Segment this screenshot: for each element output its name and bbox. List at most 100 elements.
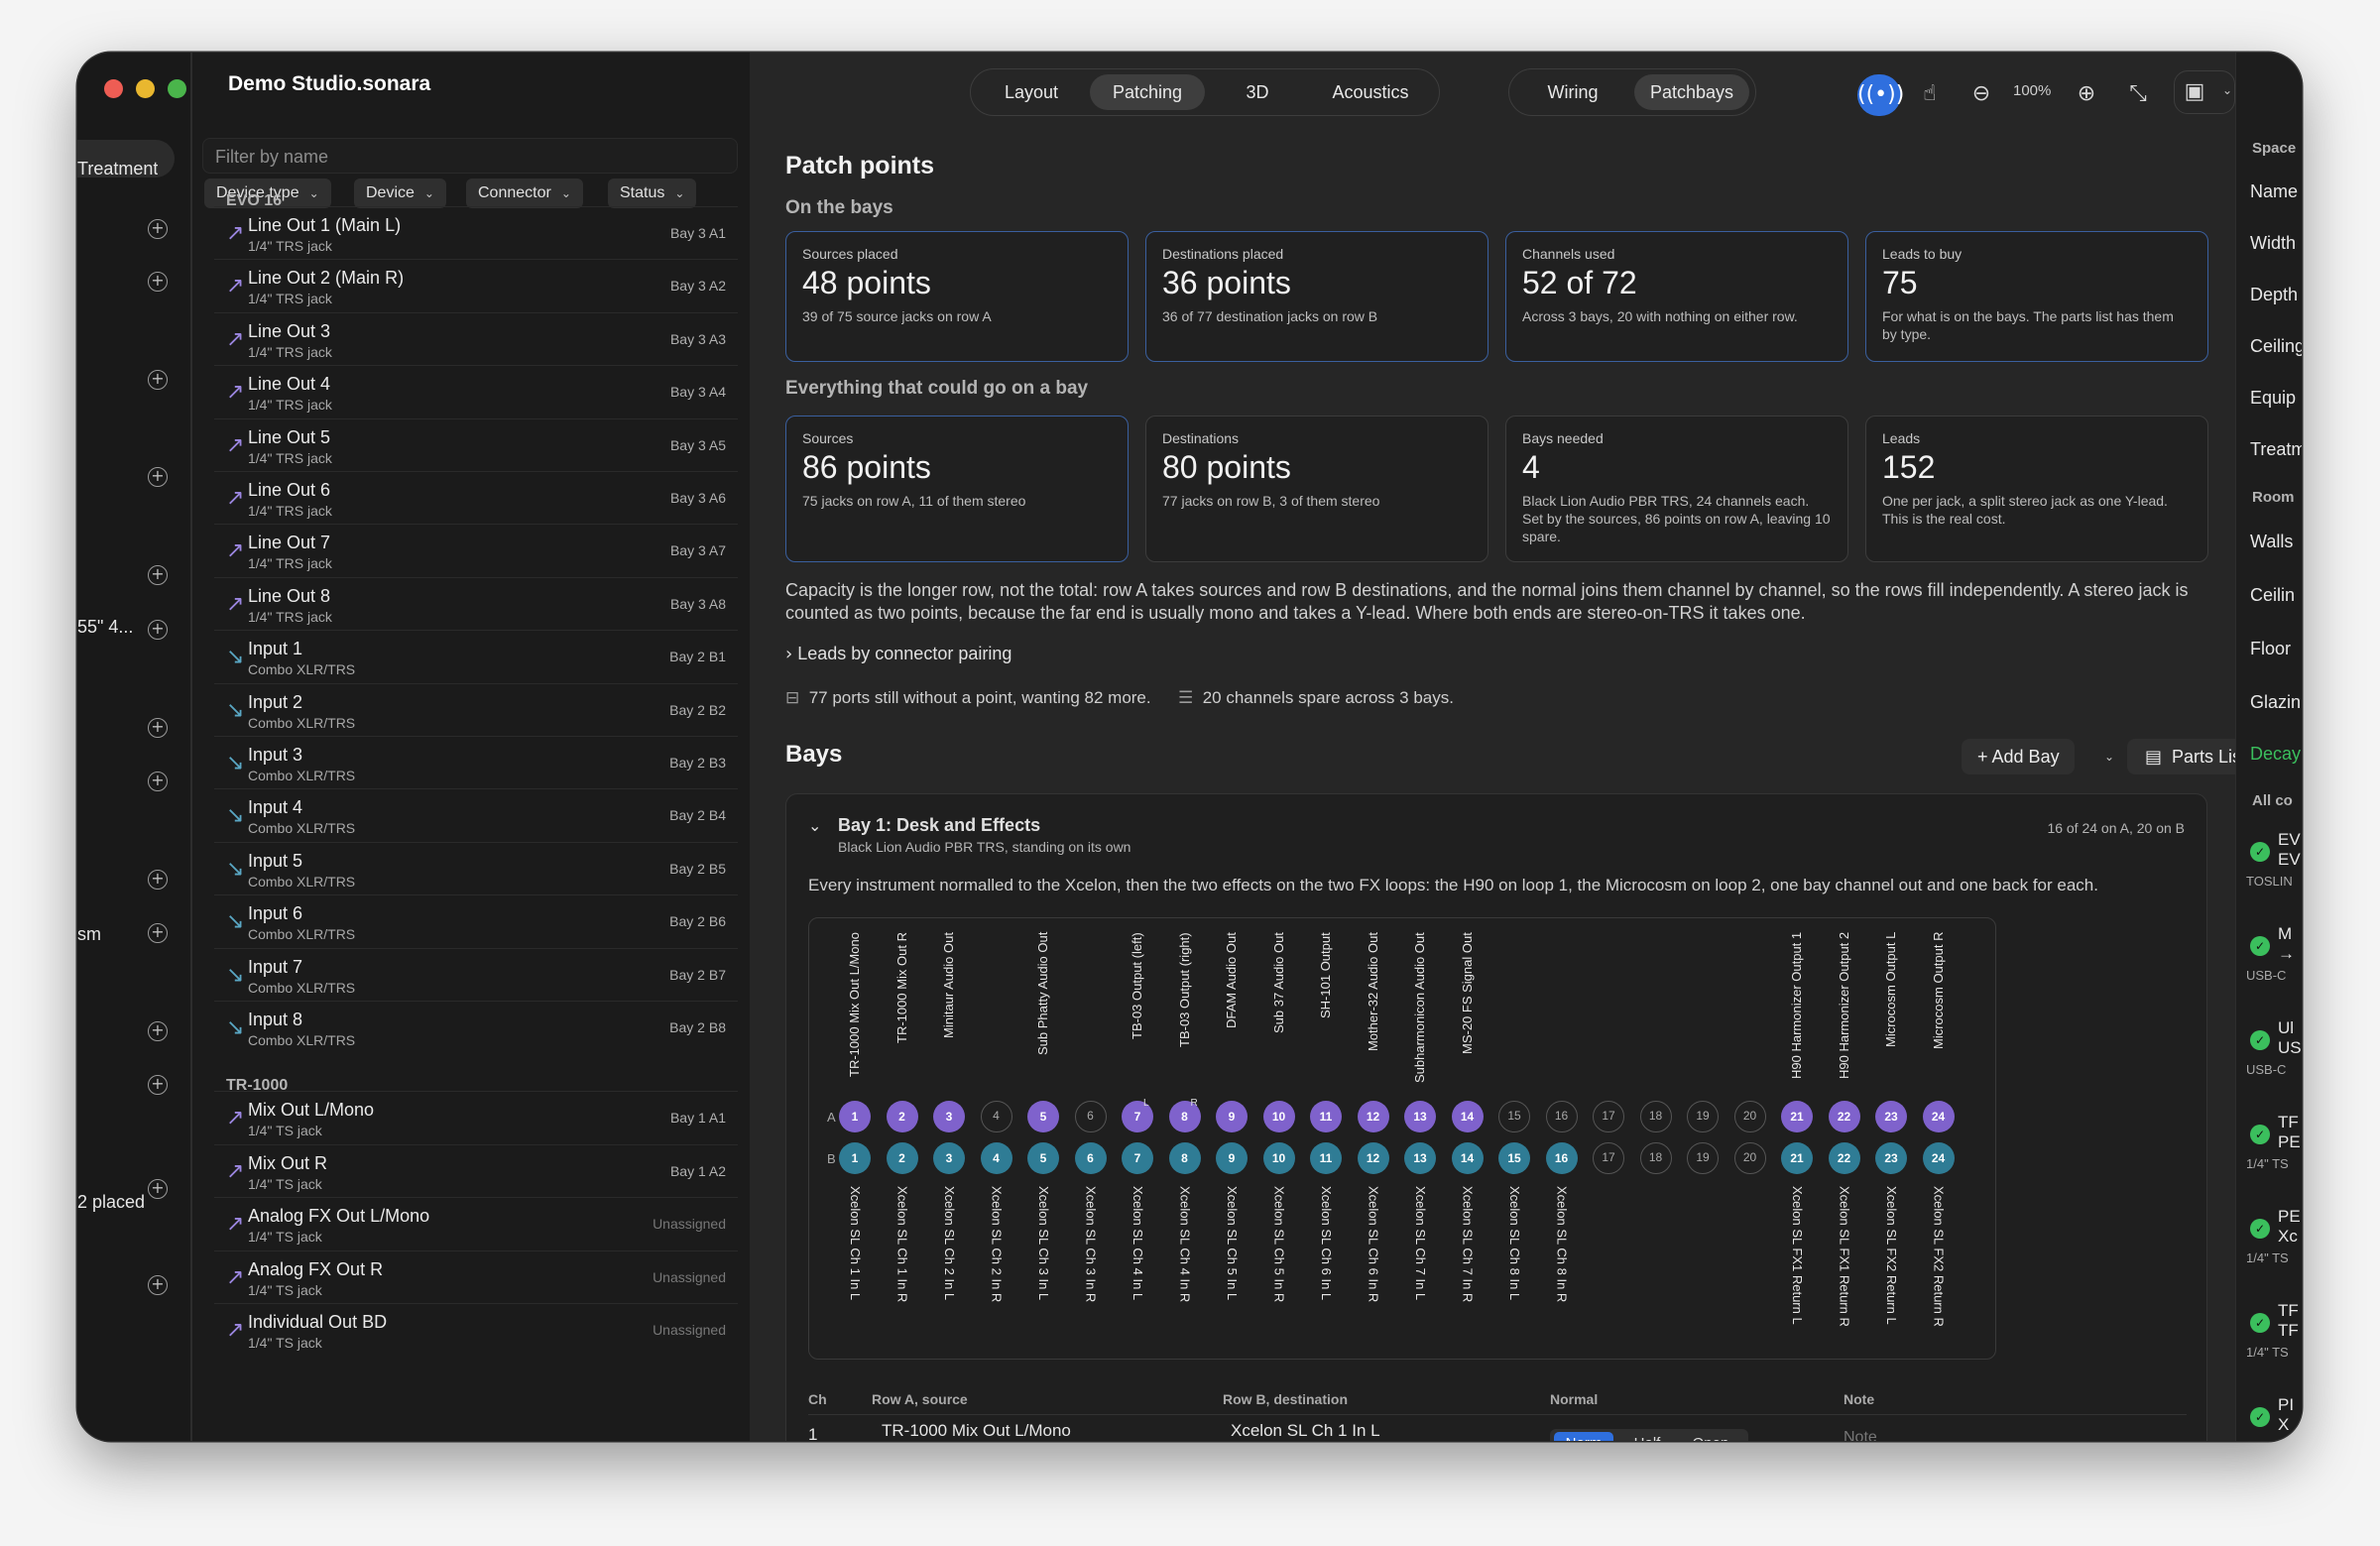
chevron-down-icon[interactable]: ⌄: [808, 816, 822, 835]
row-b-jack[interactable]: 10: [1262, 1142, 1295, 1174]
status-filter[interactable]: Status ⌄: [608, 178, 697, 208]
row-a-jack[interactable]: 9: [1216, 1101, 1248, 1132]
row-a-jack[interactable]: 11: [1310, 1101, 1342, 1132]
row-a-jack[interactable]: 19: [1687, 1101, 1719, 1132]
tab-layout[interactable]: Layout: [1004, 82, 1059, 102]
room-field[interactable]: Floor: [2250, 639, 2292, 658]
device-type-filter[interactable]: Device type ⌄: [204, 178, 331, 208]
row-a-jack[interactable]: 2: [886, 1101, 918, 1132]
add-circle-icon[interactable]: +: [148, 1075, 168, 1095]
zoom-out-icon[interactable]: ⊖: [1971, 81, 1991, 106]
list-item[interactable]: ↗ Line Out 2 (Main R) 1/4" TRS jack Bay 3 A…: [214, 259, 738, 312]
row-a-jack[interactable]: 5: [1027, 1101, 1059, 1132]
filter-input[interactable]: Filter by name: [202, 138, 738, 174]
list-item[interactable]: ↘ Input 3 Combo XLR/TRS Bay 2 B3: [214, 736, 738, 789]
row-b-jack[interactable]: 15: [1498, 1142, 1530, 1174]
list-item[interactable]: ↗ Line Out 7 1/4" TRS jack Bay 3 A7: [214, 524, 738, 577]
parts-list-button[interactable]: ▤ Parts List: [2127, 739, 2235, 774]
row-b-jack[interactable]: 12: [1357, 1142, 1389, 1174]
row-a-jack[interactable]: 7: [1122, 1101, 1153, 1132]
row-b-jack[interactable]: 18: [1639, 1142, 1672, 1174]
list-item[interactable]: ↗ Analog FX Out R 1/4" TS jack Unassigned: [214, 1249, 738, 1304]
row-a-jack[interactable]: 13: [1404, 1101, 1436, 1132]
row-b-jack[interactable]: 19: [1687, 1142, 1719, 1174]
row-a-jack[interactable]: 23: [1875, 1101, 1907, 1132]
inspector-field[interactable]: Equip: [2250, 388, 2297, 408]
row-a-jack[interactable]: 20: [1733, 1101, 1766, 1132]
list-item[interactable]: ↗ Line Out 5 1/4" TRS jack Bay 3 A5: [214, 417, 738, 472]
inspector-field[interactable]: Treatm: [2250, 439, 2302, 459]
tab-patching[interactable]: Patching: [1090, 74, 1205, 110]
row-a-jack[interactable]: 21: [1781, 1101, 1813, 1132]
list-item[interactable]: ↗ Line Out 4 1/4" TRS jack Bay 3 A4: [214, 365, 738, 418]
row-a-jack[interactable]: 22: [1828, 1101, 1860, 1132]
row-b-jack[interactable]: 20: [1733, 1142, 1766, 1174]
add-circle-icon[interactable]: +: [148, 772, 168, 791]
row-b-jack[interactable]: 3: [933, 1142, 965, 1174]
add-circle-icon[interactable]: +: [148, 870, 168, 890]
row-b-jack[interactable]: 1: [839, 1142, 871, 1174]
rail-search-pill[interactable]: [77, 140, 175, 178]
row-a-jack[interactable]: 4: [980, 1101, 1012, 1132]
list-item[interactable]: ↘ Input 8 Combo XLR/TRS Bay 2 B8: [214, 1001, 738, 1054]
inspector-field[interactable]: Name: [2250, 181, 2299, 201]
row-b-jack[interactable]: 21: [1781, 1142, 1813, 1174]
room-field[interactable]: Walls: [2250, 532, 2294, 551]
row-b-jack[interactable]: 5: [1027, 1142, 1059, 1174]
add-circle-icon[interactable]: +: [148, 272, 168, 292]
list-item[interactable]: ↘ Input 2 Combo XLR/TRS Bay 2 B2: [214, 682, 738, 737]
add-circle-icon[interactable]: +: [148, 923, 168, 943]
row-b-jack[interactable]: 23: [1875, 1142, 1907, 1174]
list-item[interactable]: ↘ Input 6 Combo XLR/TRS Bay 2 B6: [214, 894, 738, 948]
tab-patchbays[interactable]: Patchbays: [1634, 74, 1749, 110]
collapse-icon[interactable]: ⤡: [2129, 81, 2147, 106]
note-field[interactable]: Note: [1844, 1429, 1877, 1441]
list-item[interactable]: ↘ Input 1 Combo XLR/TRS Bay 2 B1: [214, 630, 738, 683]
decay-link[interactable]: Decay: [2250, 744, 2302, 764]
row-a-jack[interactable]: 6: [1074, 1101, 1107, 1132]
touch-icon[interactable]: ☝: [1923, 81, 1937, 106]
add-circle-icon[interactable]: +: [148, 1021, 168, 1041]
add-circle-icon[interactable]: +: [148, 467, 168, 487]
row-a-jack[interactable]: 10: [1262, 1101, 1295, 1132]
add-circle-icon[interactable]: +: [148, 565, 168, 585]
row-b-jack[interactable]: 4: [980, 1142, 1012, 1174]
room-field[interactable]: Glazin: [2250, 692, 2302, 712]
list-item[interactable]: ↗ Analog FX Out L/Mono 1/4" TS jack Unassig…: [214, 1197, 738, 1250]
zoom-window-button[interactable]: [168, 79, 186, 98]
add-bay-button[interactable]: + Add Bay ⌄: [1962, 739, 2114, 774]
row-b-jack[interactable]: 9: [1216, 1142, 1248, 1174]
row-b-jack[interactable]: 16: [1545, 1142, 1578, 1174]
row-b-jack[interactable]: 24: [1922, 1142, 1955, 1174]
normal-option-open[interactable]: Open: [1681, 1432, 1740, 1441]
inspector-field[interactable]: Width: [2250, 233, 2297, 253]
row-a-jack[interactable]: 14: [1451, 1101, 1484, 1132]
broadcast-icon[interactable]: ((•)): [1857, 74, 1904, 116]
row-b-jack[interactable]: 22: [1828, 1142, 1860, 1174]
list-item[interactable]: ↗ Line Out 8 1/4" TRS jack Bay 3 A8: [214, 576, 738, 631]
row-b-jack[interactable]: 6: [1074, 1142, 1107, 1174]
list-item[interactable]: ↘ Input 5 Combo XLR/TRS Bay 2 B5: [214, 841, 738, 895]
list-item[interactable]: ↘ Input 7 Combo XLR/TRS Bay 2 B7: [214, 947, 738, 1002]
list-item[interactable]: ↗ Individual Out BD 1/4" TS jack Unassigned: [214, 1303, 738, 1357]
list-item[interactable]: ↗ Line Out 1 (Main L) 1/4" TRS jack Bay 3 A…: [214, 206, 738, 260]
list-item[interactable]: ↘ Input 4 Combo XLR/TRS Bay 2 B4: [214, 788, 738, 842]
row-a-jack[interactable]: 17: [1593, 1101, 1624, 1132]
inspector-field[interactable]: Ceiling: [2250, 336, 2302, 356]
normal-option-half[interactable]: Half: [1617, 1432, 1677, 1441]
row-b-jack[interactable]: 11: [1310, 1142, 1342, 1174]
row-a-jack[interactable]: 16: [1545, 1101, 1578, 1132]
row-b-jack[interactable]: 17: [1593, 1142, 1624, 1174]
add-circle-icon[interactable]: +: [148, 620, 168, 640]
row-a-jack[interactable]: 1: [839, 1101, 871, 1132]
add-circle-icon[interactable]: +: [148, 370, 168, 390]
add-circle-icon[interactable]: +: [148, 718, 168, 738]
close-window-button[interactable]: [104, 79, 123, 98]
row-b-jack[interactable]: 13: [1404, 1142, 1436, 1174]
row-a-jack[interactable]: 24: [1922, 1101, 1955, 1132]
leads-pairing-disclosure[interactable]: › Leads by connector pairing: [785, 644, 1012, 664]
device-filter[interactable]: Device ⌄: [354, 178, 446, 208]
row-b-jack[interactable]: 2: [886, 1142, 918, 1174]
list-item[interactable]: ↗ Mix Out L/Mono 1/4" TS jack Bay 1 A1: [214, 1091, 738, 1144]
tab-wiring[interactable]: Wiring: [1547, 82, 1599, 102]
